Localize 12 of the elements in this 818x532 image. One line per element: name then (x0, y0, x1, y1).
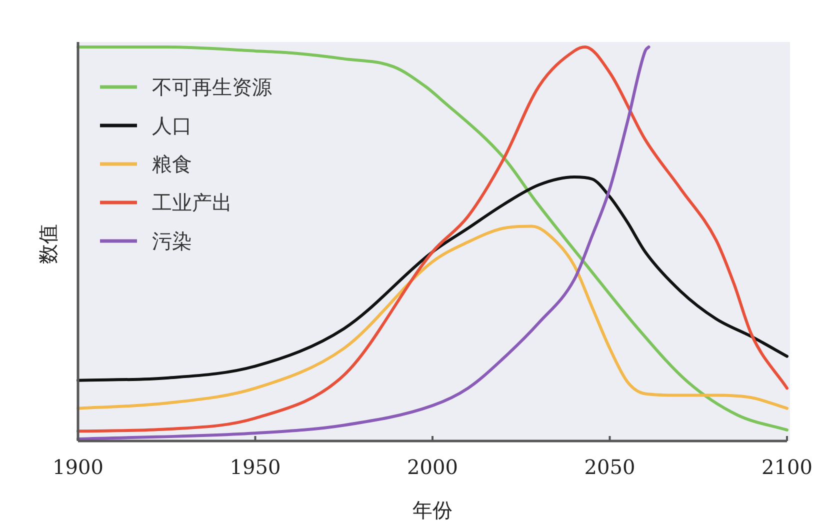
x-tick-label: 2050 (584, 455, 636, 479)
legend-label: 人口 (152, 114, 192, 138)
y-axis-title: 数值 (36, 224, 60, 264)
x-axis-title: 年份 (412, 498, 452, 522)
x-tick-label: 1900 (52, 455, 104, 479)
x-tick-label: 2000 (407, 455, 458, 479)
legend-label: 污染 (152, 229, 192, 253)
legend-label: 工业产出 (152, 190, 232, 214)
x-tick-label: 2100 (762, 455, 812, 479)
legend-label: 粮食 (152, 152, 192, 176)
legend-label: 不可再生资源 (152, 75, 272, 99)
x-tick-label: 1950 (230, 455, 281, 479)
